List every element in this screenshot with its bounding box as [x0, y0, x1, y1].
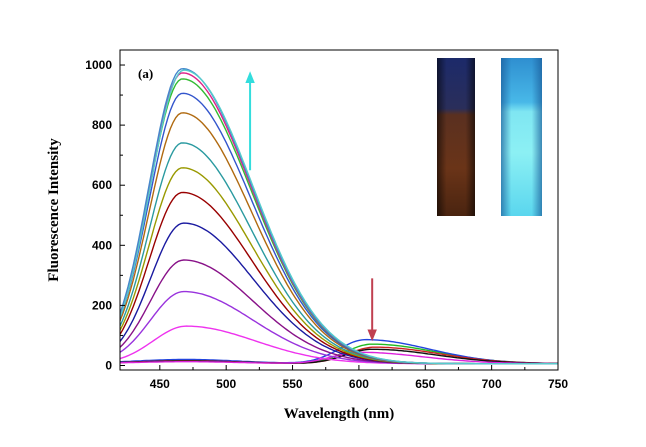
x-tick-label: 600: [349, 377, 369, 391]
y-tick-label: 0: [105, 358, 112, 372]
series-line-16: [120, 72, 558, 365]
series-layer: [120, 67, 558, 365]
series-line-14: [120, 92, 558, 365]
inset-vial-uv: [501, 58, 542, 216]
y-tick-label: 1000: [85, 58, 112, 72]
series-line-10: [120, 191, 558, 365]
series-line-12: [120, 142, 558, 365]
x-tick-label: 450: [150, 377, 170, 391]
x-tick-label: 550: [283, 377, 303, 391]
plot-frame: [119, 49, 559, 371]
series-line-15: [120, 78, 558, 365]
y-axis-title: Fluorescence Intensity: [46, 138, 62, 282]
panel-label: (a): [138, 66, 153, 81]
inset-vial-daylight: [437, 58, 475, 216]
decrease-arrow: [367, 278, 377, 342]
tick-layer: 450 500 550 600 650 700 750 0 200 400 600 800 1000: [85, 58, 568, 391]
y-tick-label: 800: [92, 118, 112, 132]
x-tick-label: 700: [482, 377, 502, 391]
series-line-11: [120, 167, 558, 365]
x-tick-label: 500: [216, 377, 236, 391]
x-axis-title: Wavelength (nm): [284, 406, 394, 422]
increase-arrow: [245, 71, 255, 171]
series-line-18: [120, 69, 558, 365]
y-tick-label: 600: [92, 178, 112, 192]
x-tick-label: 650: [415, 377, 435, 391]
arrow-layer: [245, 71, 377, 342]
x-tick-label: 750: [548, 377, 568, 391]
y-tick-label: 200: [92, 298, 112, 312]
y-tick-label: 400: [92, 238, 112, 252]
